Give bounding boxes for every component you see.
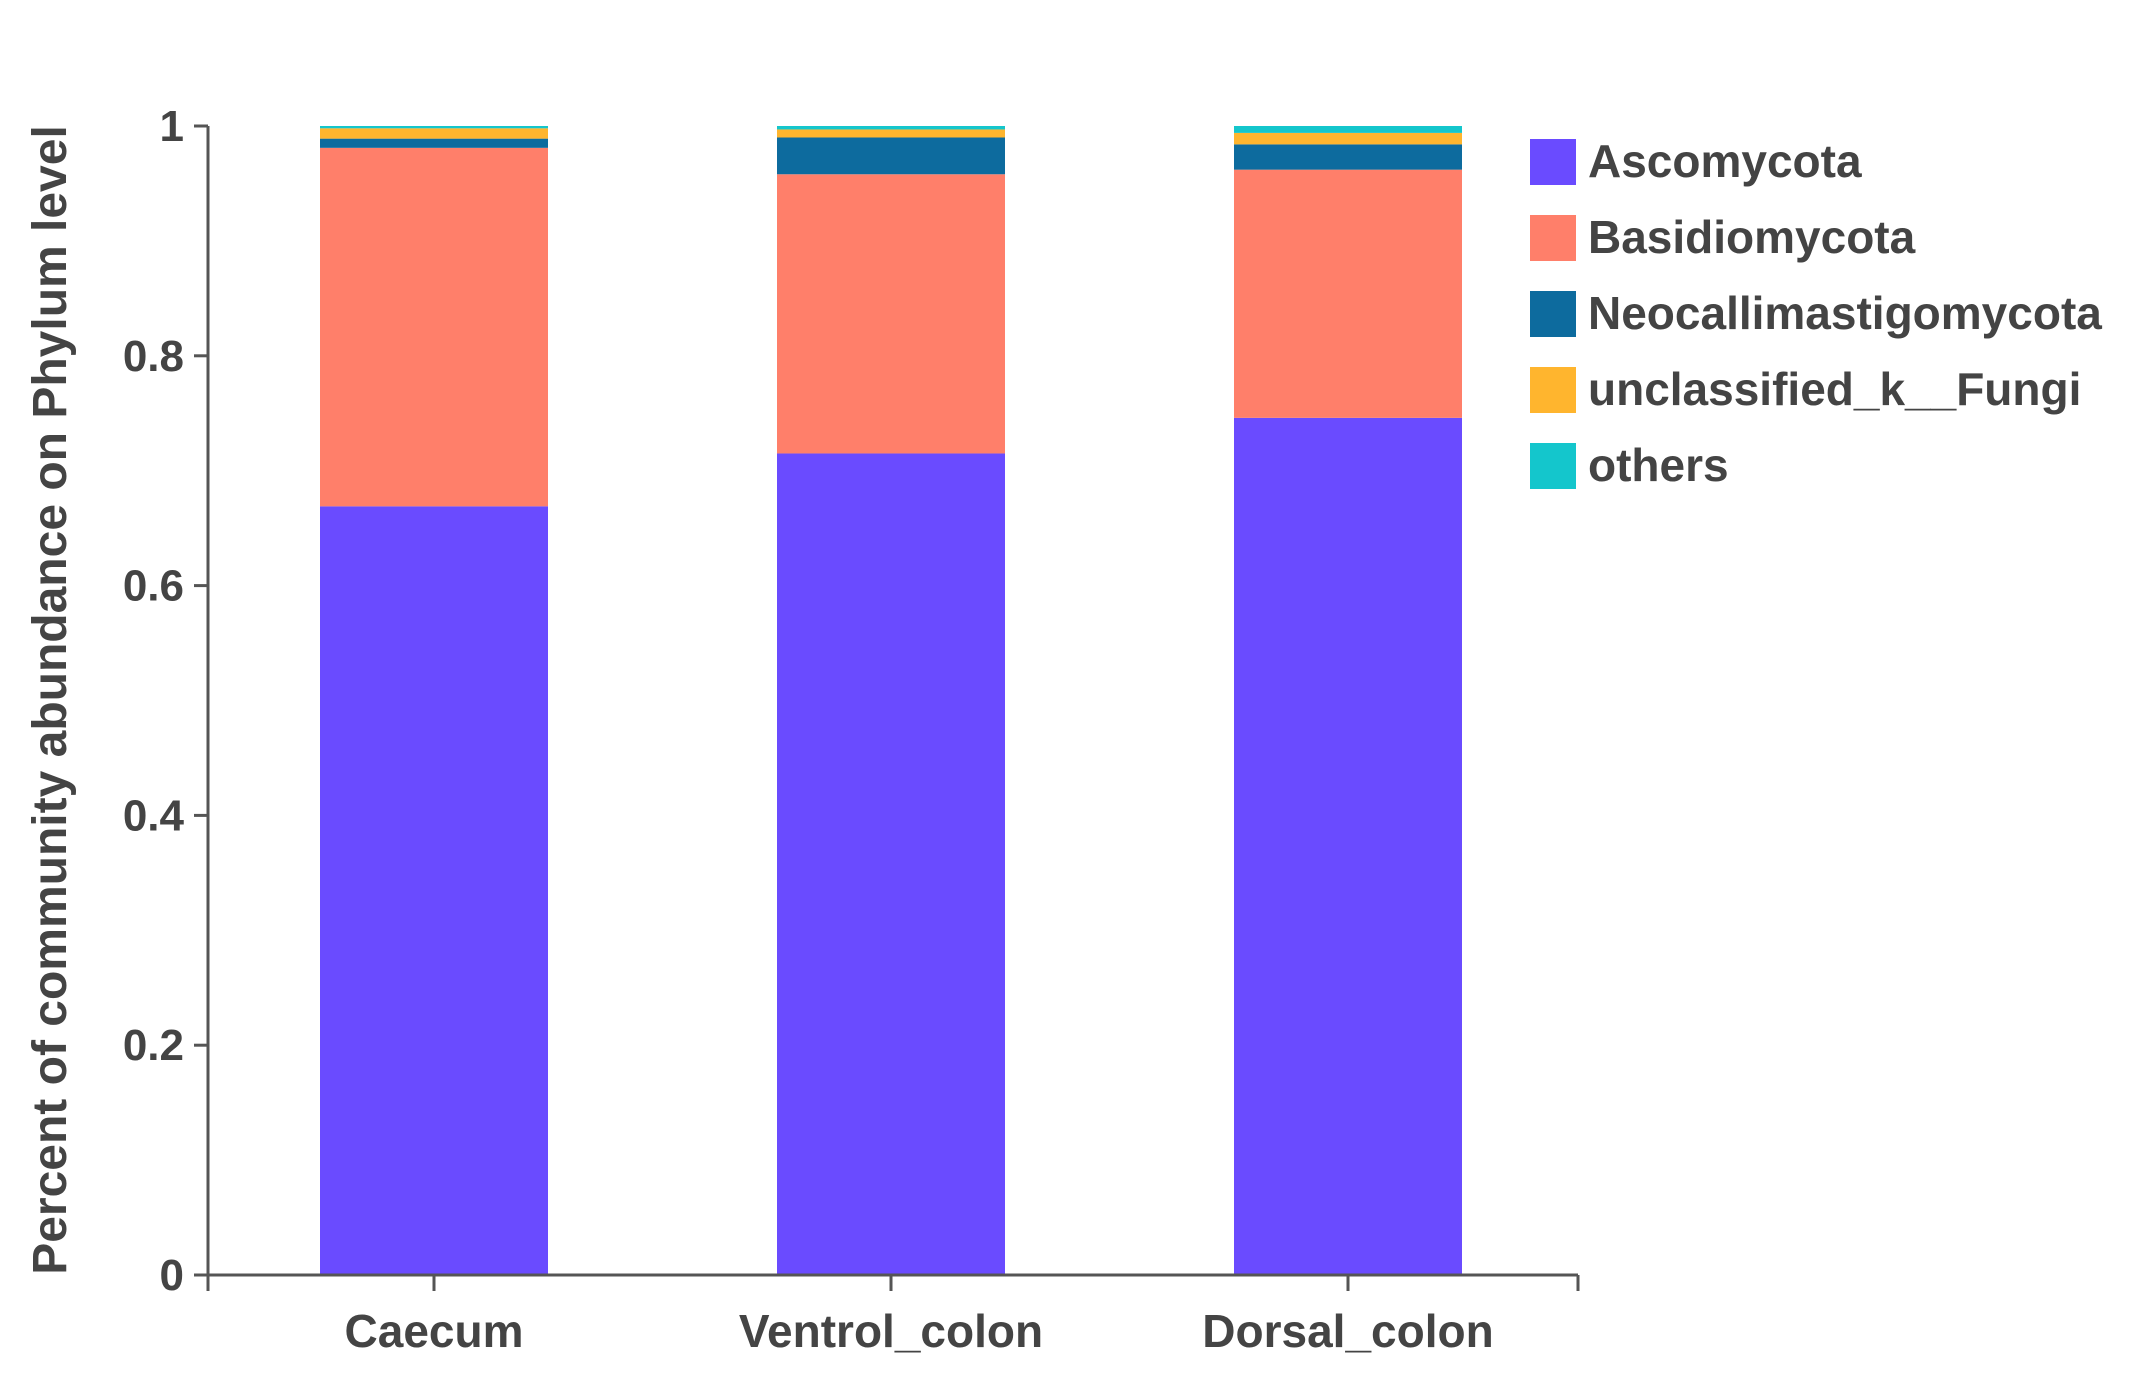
legend-label: others <box>1588 439 1729 491</box>
x-ticks-group: Caecum Ventrol_colon Dorsal_colon <box>206 1275 1580 1357</box>
legend-swatch <box>1530 139 1576 185</box>
x-tick-label: Dorsal_colon <box>1202 1305 1493 1357</box>
axes-group <box>206 126 1578 1277</box>
legend-label: Neocallimastigomycota <box>1588 287 2102 339</box>
bar-segment-dorsal-colon-others <box>1234 126 1462 133</box>
bar-segment-caecum-unclassified-k-fungi <box>320 128 548 139</box>
bar-segment-caecum-basidiomycota <box>320 147 548 507</box>
bar-segment-ventrol-colon-ascomycota <box>777 453 1005 1276</box>
bar-segment-ventrol-colon-unclassified-k-fungi <box>777 129 1005 138</box>
y-tick-label: 0 <box>160 1251 184 1300</box>
bars-group <box>320 126 1462 1276</box>
y-tick-label: 0.4 <box>123 791 185 840</box>
bar-segment-caecum-neocallimastigomycota <box>320 138 548 148</box>
bar-segment-ventrol-colon-basidiomycota <box>777 174 1005 454</box>
y-tick-label: 0.2 <box>123 1021 184 1070</box>
bar-segment-ventrol-colon-neocallimastigomycota <box>777 137 1005 175</box>
y-tick-label: 0.6 <box>123 562 184 611</box>
legend-swatch <box>1530 291 1576 337</box>
bar-segment-dorsal-colon-neocallimastigomycota <box>1234 144 1462 170</box>
legend: Ascomycota Basidiomycota Neocallimastigomy… <box>1530 135 2102 491</box>
bar-segment-ventrol-colon-others <box>777 126 1005 130</box>
y-tick-label: 0.8 <box>123 332 184 381</box>
bar-segment-caecum-others <box>320 126 548 129</box>
bar-segment-caecum-ascomycota <box>320 506 548 1276</box>
legend-label: unclassified_k__Fungi <box>1588 363 2081 415</box>
legend-swatch <box>1530 215 1576 261</box>
x-tick-label: Caecum <box>345 1305 524 1357</box>
bar-segment-dorsal-colon-basidiomycota <box>1234 169 1462 418</box>
bar-segment-dorsal-colon-ascomycota <box>1234 417 1462 1275</box>
legend-swatch <box>1530 367 1576 413</box>
y-tick-label: 1 <box>160 102 184 151</box>
bar-segment-dorsal-colon-unclassified-k-fungi <box>1234 132 1462 145</box>
legend-label: Ascomycota <box>1588 135 1862 187</box>
x-tick-label: Ventrol_colon <box>739 1305 1043 1357</box>
y-axis-title: Percent of community abundance on Phylum… <box>24 125 77 1275</box>
legend-swatch <box>1530 443 1576 489</box>
legend-label: Basidiomycota <box>1588 211 1916 263</box>
y-ticks-group: 0 0.2 0.4 0.6 0.8 1 <box>123 102 208 1300</box>
